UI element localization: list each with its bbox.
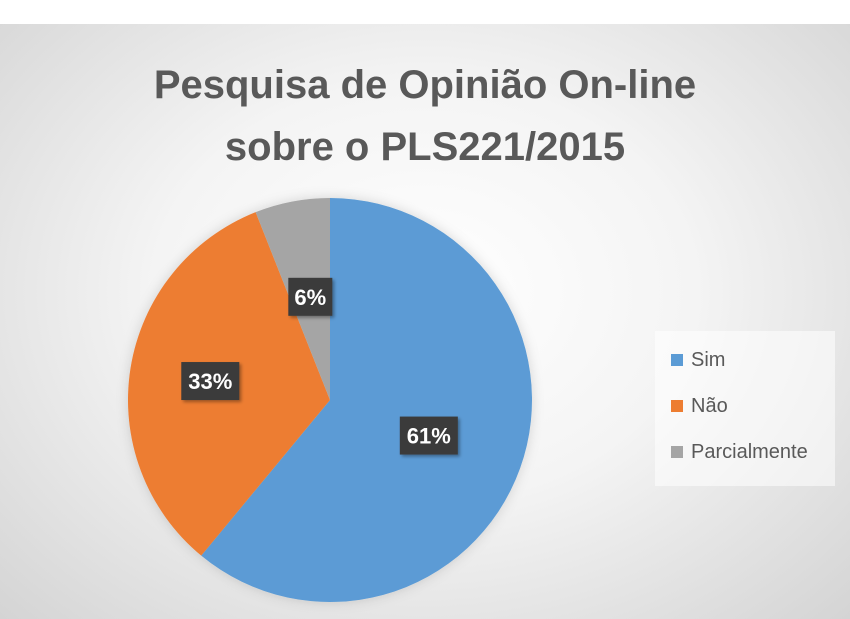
data-label-parcialmente: 6% [288, 277, 333, 316]
legend: Sim Não Parcialmente [655, 331, 835, 486]
data-label-box-sim [399, 416, 458, 455]
data-label-box-nao [181, 362, 240, 401]
legend-swatch-nao [671, 400, 683, 412]
chart-title: Pesquisa de Opinião On-line sobre o PLS2… [0, 54, 850, 178]
data-label-text-sim: 61% [407, 424, 451, 449]
pie-data-labels: 61% 33% 6% [181, 277, 458, 455]
data-label-sim: 61% [399, 416, 458, 455]
chart-title-line-1: Pesquisa de Opinião On-line [153, 63, 697, 107]
legend-item-parcialmente: Parcialmente [671, 440, 808, 464]
legend-swatch-sim [671, 354, 683, 366]
data-label-box-parcialmente [288, 277, 333, 316]
data-label-nao: 33% [181, 362, 240, 401]
legend-label-nao: Não [691, 394, 728, 417]
legend-swatch-parcialmente [671, 446, 683, 458]
data-label-text-parcialmente: 6% [294, 285, 326, 310]
chart-title-line-2: sobre o PLS221/2015 [224, 125, 626, 169]
legend-item-sim: Sim [671, 348, 725, 372]
data-label-text-nao: 33% [188, 369, 232, 394]
pie-chart: 61% 33% 6% [127, 198, 532, 602]
pie-slice-sim [201, 198, 532, 602]
legend-item-nao: Não [671, 394, 728, 418]
chart-area: Pesquisa de Opinião On-line sobre o PLS2… [0, 24, 850, 619]
legend-label-sim: Sim [691, 348, 726, 371]
legend-label-parcialmente: Parcialmente [691, 440, 808, 463]
